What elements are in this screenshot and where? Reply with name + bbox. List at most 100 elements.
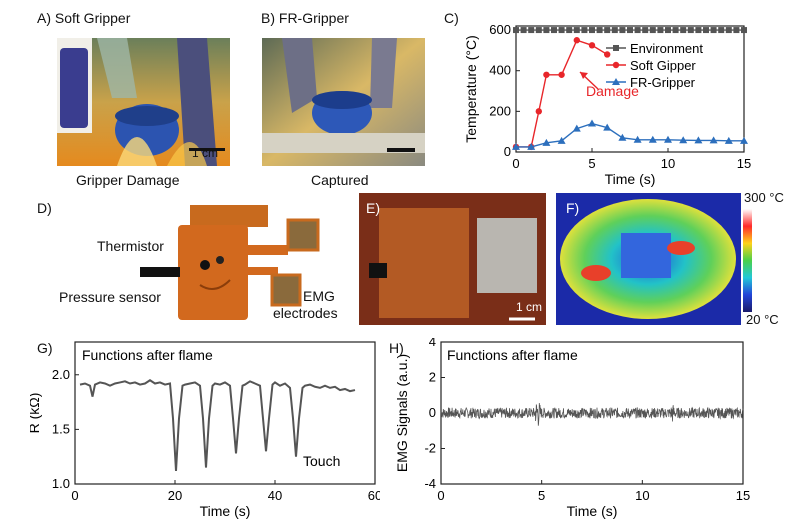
emg-label-2: electrodes (273, 305, 338, 321)
data-point (527, 142, 536, 150)
y-tick-label: 0 (429, 405, 436, 420)
legend-label: FR-Gripper (630, 75, 696, 90)
x-axis-label: Time (s) (567, 503, 618, 519)
data-point (589, 27, 595, 34)
data-point (657, 27, 664, 34)
data-point (741, 27, 747, 34)
thermal-map (556, 193, 741, 325)
data-point (604, 27, 611, 34)
panel-e-label: E) (366, 200, 380, 216)
data-point (627, 27, 633, 34)
x-tick-label: 0 (71, 488, 78, 503)
fr-gripper-image (262, 38, 425, 166)
y-tick-label: 2.0 (52, 367, 70, 382)
soft-gripper-photo (57, 38, 230, 166)
data-point (679, 136, 688, 144)
data-point (596, 27, 603, 34)
emg-label-1: EMG (303, 288, 335, 304)
y-tick-label: 2 (429, 370, 436, 385)
x-tick-label: 40 (268, 488, 282, 503)
data-point (520, 27, 527, 34)
data-point (665, 27, 671, 34)
data-point (642, 27, 649, 34)
panel-d-label: D) (37, 200, 52, 216)
data-point (680, 27, 687, 34)
panel-a-caption: Gripper Damage (76, 172, 180, 188)
data-point (672, 27, 679, 34)
patch-photo (359, 193, 546, 325)
data-point (557, 136, 566, 144)
data-point (572, 124, 581, 132)
data-point (604, 51, 611, 58)
y-tick-label: 600 (489, 22, 511, 37)
damage-annotation: Damage (586, 83, 639, 99)
x-tick-label: 15 (737, 156, 751, 171)
data-point (581, 27, 588, 34)
data-point (528, 27, 535, 34)
panel-b-caption: Captured (311, 172, 369, 188)
data-point (634, 27, 641, 34)
x-tick-label: 5 (538, 488, 545, 503)
data-point (543, 27, 550, 34)
y-tick-label: 200 (489, 103, 511, 118)
data-point (573, 37, 580, 44)
x-tick-label: 0 (437, 488, 444, 503)
emg-chart: 0 5 10 15 -4 -2 0 2 4 Time (s) EMG Signals (a.u.) F… (395, 338, 750, 519)
y-tick-label: 0 (504, 144, 511, 159)
chart-title: Functions after flame (82, 347, 213, 363)
x-tick-label: 10 (635, 488, 649, 503)
y-tick-label: 1.0 (52, 476, 70, 491)
x-tick-label: 10 (661, 156, 675, 171)
data-point (611, 27, 618, 34)
data-point (612, 78, 620, 85)
data-point (648, 135, 657, 143)
data-point (664, 135, 672, 143)
data-point (724, 136, 733, 144)
chart-title: Functions after flame (447, 347, 578, 363)
data-point (649, 27, 656, 34)
y-tick-label: 400 (489, 63, 511, 78)
pressure-sensor-label: Pressure sensor (59, 289, 161, 305)
y-tick-label: 1.5 (52, 421, 70, 436)
data-point (566, 27, 573, 34)
data-point (603, 123, 612, 131)
y-tick-label: -4 (424, 476, 436, 491)
data-point (619, 27, 626, 34)
colorbar-min-label: 20 °C (746, 312, 779, 327)
x-tick-label: 0 (512, 156, 519, 171)
data-point (535, 108, 542, 115)
panel-f-label: F) (566, 200, 580, 216)
x-axis-label: Time (s) (200, 503, 251, 519)
x-tick-label: 15 (736, 488, 750, 503)
colorbar-max-label: 300 °C (744, 190, 784, 205)
x-tick-label: 60 (368, 488, 380, 503)
panel-a-scale: 1 cm (192, 146, 219, 160)
x-tick-label: 5 (588, 156, 595, 171)
touch-annotation: Touch (303, 453, 340, 469)
data-point (709, 136, 718, 144)
thermal-image (556, 193, 741, 325)
resistance-chart: 0 20 40 60 1.0 1.5 2.0 Time (s) R (kΩ) Functions … (30, 341, 380, 519)
data-point (513, 27, 519, 34)
data-point (633, 135, 642, 143)
thermistor-label: Thermistor (97, 238, 164, 254)
damage-arrowhead (580, 72, 588, 79)
series-line (516, 122, 744, 148)
data-point (543, 71, 550, 78)
data-point (694, 136, 703, 144)
data-point (588, 42, 596, 49)
data-point (718, 27, 725, 34)
resistance-line (79, 379, 356, 471)
data-point (733, 27, 740, 34)
data-point (558, 71, 565, 78)
plot-frame (515, 25, 745, 153)
temperature-chart: 0 5 10 15 0 200 400 600 Time (s) Temperature (°C)… (463, 22, 751, 187)
data-point (558, 27, 565, 34)
panel-e-scale: 1 cm (516, 300, 543, 314)
y-axis-label: R (kΩ) (30, 393, 42, 434)
sensor-patch-illustration (140, 205, 320, 320)
y-tick-label: -2 (424, 441, 436, 456)
y-tick-label: 4 (429, 338, 436, 349)
emg-signal-line (440, 402, 744, 426)
fr-gripper-photo (262, 38, 425, 166)
